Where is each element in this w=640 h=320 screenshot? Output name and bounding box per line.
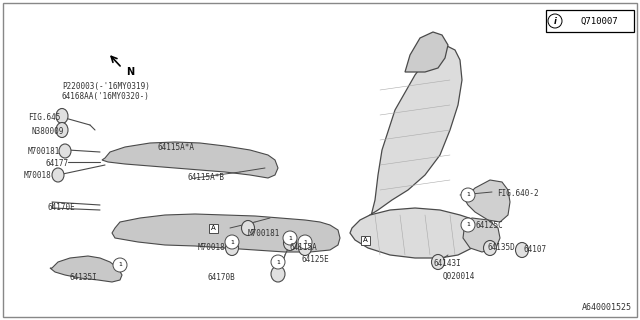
- Circle shape: [548, 14, 562, 28]
- Text: 64125E: 64125E: [302, 255, 330, 265]
- Text: 1: 1: [288, 236, 292, 241]
- Text: FIG.645: FIG.645: [28, 114, 60, 123]
- Ellipse shape: [241, 220, 255, 236]
- Circle shape: [461, 218, 475, 232]
- Polygon shape: [367, 45, 462, 220]
- Text: 64115A*B: 64115A*B: [188, 173, 225, 182]
- Text: 64115A: 64115A: [290, 244, 317, 252]
- Circle shape: [283, 231, 297, 245]
- Bar: [209, 223, 218, 233]
- Bar: [360, 236, 369, 244]
- Ellipse shape: [59, 144, 71, 158]
- Text: M70018: M70018: [198, 244, 226, 252]
- Text: 1: 1: [303, 239, 307, 244]
- Ellipse shape: [56, 123, 68, 138]
- Polygon shape: [463, 218, 500, 252]
- Text: 64107: 64107: [523, 245, 546, 254]
- Text: M700181: M700181: [248, 228, 280, 237]
- Text: 1: 1: [118, 262, 122, 268]
- Ellipse shape: [298, 241, 312, 255]
- Polygon shape: [350, 208, 482, 258]
- Text: 1: 1: [230, 239, 234, 244]
- Text: 64143I: 64143I: [433, 260, 461, 268]
- Text: 64135D: 64135D: [488, 244, 516, 252]
- Circle shape: [225, 235, 239, 249]
- Text: M70018: M70018: [24, 171, 52, 180]
- Text: 64135I: 64135I: [70, 274, 98, 283]
- Ellipse shape: [431, 254, 445, 269]
- Text: Q710007: Q710007: [580, 17, 618, 26]
- Text: 1: 1: [276, 260, 280, 265]
- Text: A: A: [211, 225, 216, 231]
- Ellipse shape: [284, 236, 296, 251]
- Text: i: i: [554, 17, 556, 26]
- Text: 64125C: 64125C: [476, 220, 504, 229]
- Text: M700181: M700181: [28, 148, 60, 156]
- Ellipse shape: [483, 241, 497, 255]
- Ellipse shape: [271, 266, 285, 282]
- Circle shape: [461, 188, 475, 202]
- Circle shape: [113, 258, 127, 272]
- Text: 64170B: 64170B: [208, 274, 236, 283]
- Polygon shape: [112, 214, 340, 252]
- Text: 64115A*A: 64115A*A: [158, 143, 195, 153]
- Text: N380009: N380009: [32, 127, 65, 137]
- Ellipse shape: [52, 168, 64, 182]
- Text: Q020014: Q020014: [443, 271, 476, 281]
- Bar: [546, 10, 634, 32]
- Ellipse shape: [225, 241, 239, 255]
- Text: P220003(-'16MY0319): P220003(-'16MY0319): [62, 83, 150, 92]
- Circle shape: [298, 235, 312, 249]
- Polygon shape: [50, 256, 122, 282]
- Polygon shape: [465, 180, 510, 222]
- Circle shape: [271, 255, 285, 269]
- Text: A: A: [363, 237, 367, 243]
- Text: 1: 1: [466, 222, 470, 228]
- Ellipse shape: [56, 108, 68, 124]
- Polygon shape: [102, 142, 278, 178]
- Text: 64168AA('16MY0320-): 64168AA('16MY0320-): [62, 92, 150, 101]
- Text: FIG.640-2: FIG.640-2: [497, 188, 539, 197]
- Text: A640001525: A640001525: [582, 303, 632, 312]
- Text: 64170E: 64170E: [47, 203, 75, 212]
- Text: 64177: 64177: [45, 158, 68, 167]
- Text: 1: 1: [466, 193, 470, 197]
- Ellipse shape: [515, 243, 529, 258]
- Polygon shape: [405, 32, 448, 72]
- Text: N: N: [126, 67, 134, 77]
